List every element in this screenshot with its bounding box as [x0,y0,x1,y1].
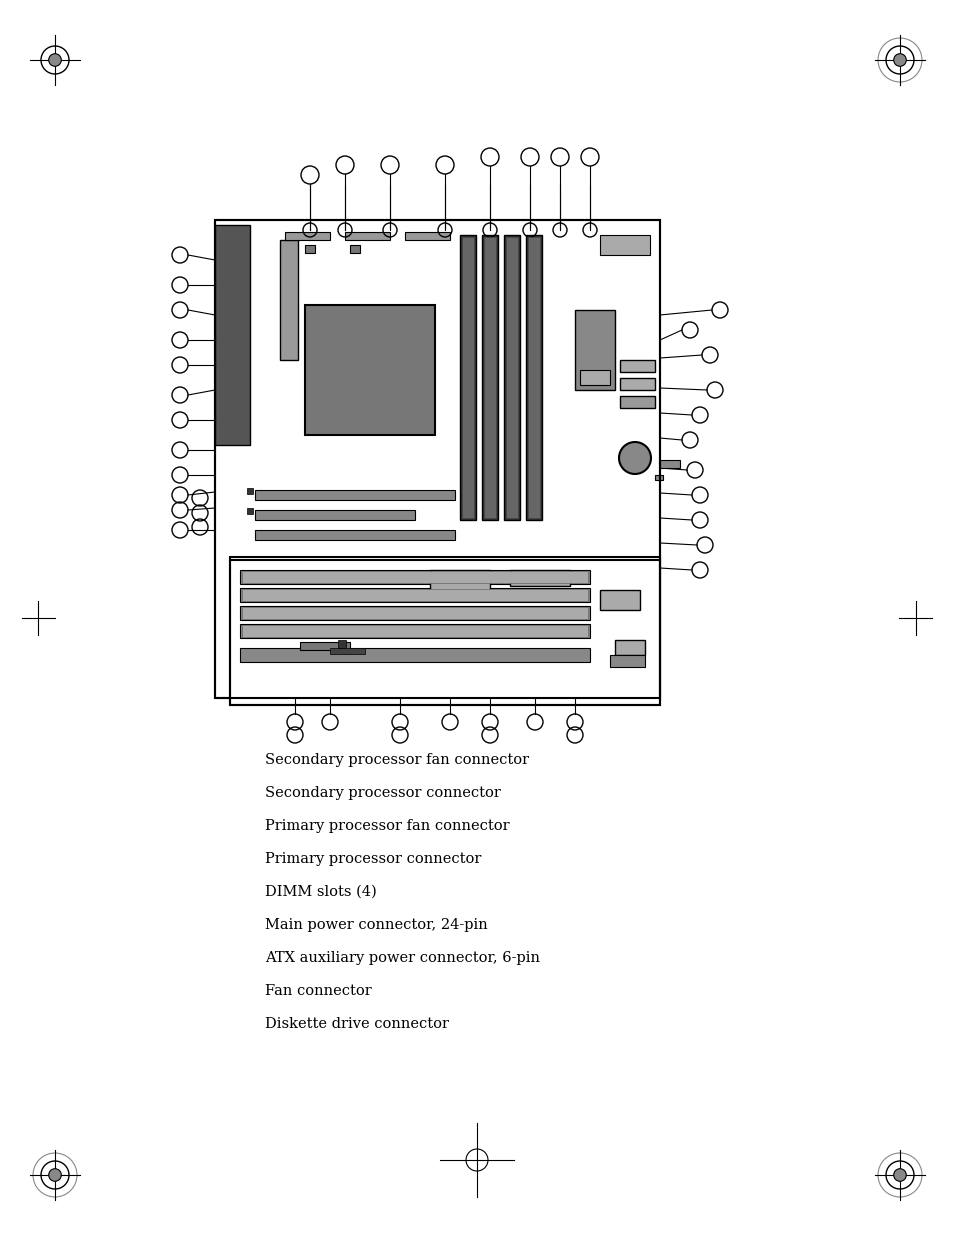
Bar [247,508,253,514]
Text: Primary processor connector: Primary processor connector [265,852,481,866]
Bar [240,588,589,601]
Circle shape [49,53,61,67]
Text: Main power connector, 24-pin: Main power connector, 24-pin [265,918,487,932]
Bar [230,559,659,705]
Bar [305,245,314,253]
Bar [461,237,474,517]
Bar [579,370,609,385]
Bar [527,237,539,517]
Bar [305,305,435,435]
Bar [503,235,519,520]
Text: Secondary processor connector: Secondary processor connector [265,785,500,800]
Bar [242,625,587,637]
Bar [230,557,659,705]
Bar [525,235,541,520]
Text: Primary processor fan connector: Primary processor fan connector [265,819,509,832]
Text: Secondary processor fan connector: Secondary processor fan connector [265,753,529,767]
Bar [242,571,587,583]
Bar [459,235,476,520]
Bar [575,310,615,390]
Bar [247,488,253,494]
Bar [483,237,496,517]
Circle shape [893,1168,905,1182]
Bar [214,220,659,698]
Bar [214,225,250,445]
Bar [242,589,587,601]
Bar [609,655,644,667]
Text: Diskette drive connector: Diskette drive connector [265,1016,449,1031]
Bar [655,475,662,480]
Bar [299,642,350,650]
Bar [240,648,589,662]
Bar [345,232,390,240]
Text: Fan connector: Fan connector [265,984,372,998]
Bar [615,640,644,655]
Bar [254,530,455,540]
Bar [659,459,679,468]
Bar [242,606,587,619]
Bar [330,648,365,655]
Bar [337,640,346,648]
Bar [240,571,589,584]
Bar [280,240,297,359]
Circle shape [893,53,905,67]
Bar [254,510,415,520]
Bar [240,624,589,638]
Bar [619,378,655,390]
Circle shape [49,1168,61,1182]
Bar [350,245,359,253]
Bar [285,232,330,240]
Text: DIMM slots (4): DIMM slots (4) [265,885,376,899]
Bar [214,220,659,698]
Bar [599,590,639,610]
Bar [599,235,649,254]
Circle shape [618,442,650,474]
Bar [481,235,497,520]
Bar [254,490,455,500]
Bar [510,571,569,585]
Bar [619,359,655,372]
Bar [430,571,490,598]
Bar [240,606,589,620]
Bar [505,237,517,517]
Bar [619,396,655,408]
Text: ATX auxiliary power connector, 6-pin: ATX auxiliary power connector, 6-pin [265,951,539,965]
Bar [405,232,450,240]
